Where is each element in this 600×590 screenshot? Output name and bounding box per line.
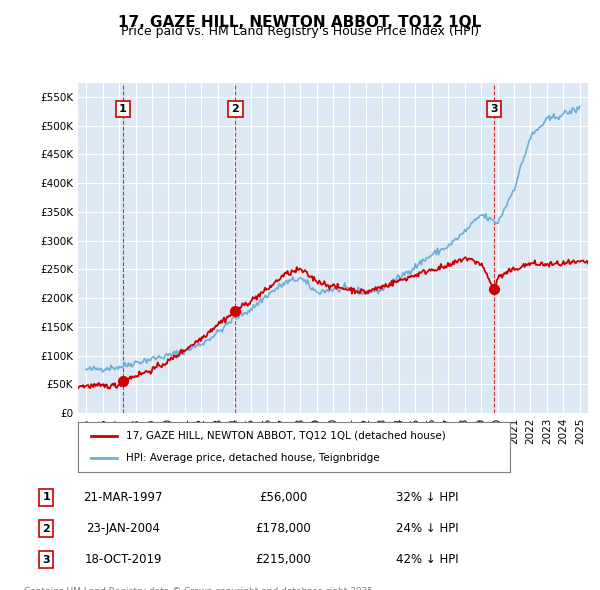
Text: HPI: Average price, detached house, Teignbridge: HPI: Average price, detached house, Teig…: [125, 453, 379, 463]
Text: 42% ↓ HPI: 42% ↓ HPI: [395, 553, 458, 566]
Text: 17, GAZE HILL, NEWTON ABBOT, TQ12 1QL (detached house): 17, GAZE HILL, NEWTON ABBOT, TQ12 1QL (d…: [125, 431, 445, 441]
Text: Contains HM Land Registry data © Crown copyright and database right 2025.
This d: Contains HM Land Registry data © Crown c…: [24, 587, 376, 590]
Text: 2: 2: [232, 104, 239, 114]
Text: 2: 2: [42, 523, 50, 533]
Text: £56,000: £56,000: [259, 491, 308, 504]
Text: Price paid vs. HM Land Registry's House Price Index (HPI): Price paid vs. HM Land Registry's House …: [121, 25, 479, 38]
Text: £178,000: £178,000: [256, 522, 311, 535]
Text: 17, GAZE HILL, NEWTON ABBOT, TQ12 1QL: 17, GAZE HILL, NEWTON ABBOT, TQ12 1QL: [118, 15, 482, 30]
Text: 32% ↓ HPI: 32% ↓ HPI: [396, 491, 458, 504]
Text: 23-JAN-2004: 23-JAN-2004: [86, 522, 160, 535]
Text: £215,000: £215,000: [256, 553, 311, 566]
Text: 1: 1: [42, 493, 50, 502]
Text: 1: 1: [119, 104, 127, 114]
Text: 3: 3: [490, 104, 498, 114]
Text: 18-OCT-2019: 18-OCT-2019: [85, 553, 162, 566]
Text: 3: 3: [42, 555, 50, 565]
Text: 24% ↓ HPI: 24% ↓ HPI: [395, 522, 458, 535]
Text: 21-MAR-1997: 21-MAR-1997: [83, 491, 163, 504]
